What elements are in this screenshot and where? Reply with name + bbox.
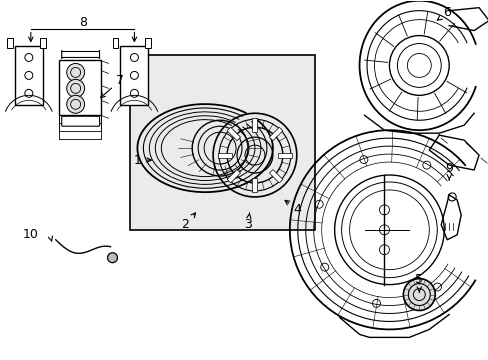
Text: 2: 2 [181,213,195,231]
Bar [40,37,46,48]
Circle shape [403,279,434,310]
Text: 6: 6 [437,6,450,20]
Polygon shape [59,60,101,115]
Text: 9: 9 [445,162,452,180]
Circle shape [66,95,84,113]
Bar [112,37,118,48]
FancyBboxPatch shape [61,116,100,126]
Polygon shape [252,118,257,132]
Bar [145,37,151,48]
Polygon shape [269,127,282,141]
FancyBboxPatch shape [61,50,100,58]
Circle shape [66,63,84,81]
Polygon shape [120,45,148,105]
Text: 5: 5 [414,273,423,292]
Polygon shape [218,153,232,158]
Polygon shape [252,178,257,192]
Text: 7: 7 [101,74,124,98]
Text: 10: 10 [23,228,39,241]
Polygon shape [15,45,42,105]
Text: 4: 4 [285,201,301,216]
Bar [130,55,314,230]
Circle shape [107,253,117,263]
Circle shape [66,80,84,97]
Bar [7,37,13,48]
Text: 1: 1 [133,154,151,167]
Polygon shape [226,170,240,183]
Polygon shape [269,170,282,183]
Polygon shape [226,127,240,141]
Text: 8: 8 [79,16,86,29]
Polygon shape [277,153,291,158]
Text: 3: 3 [244,213,251,231]
